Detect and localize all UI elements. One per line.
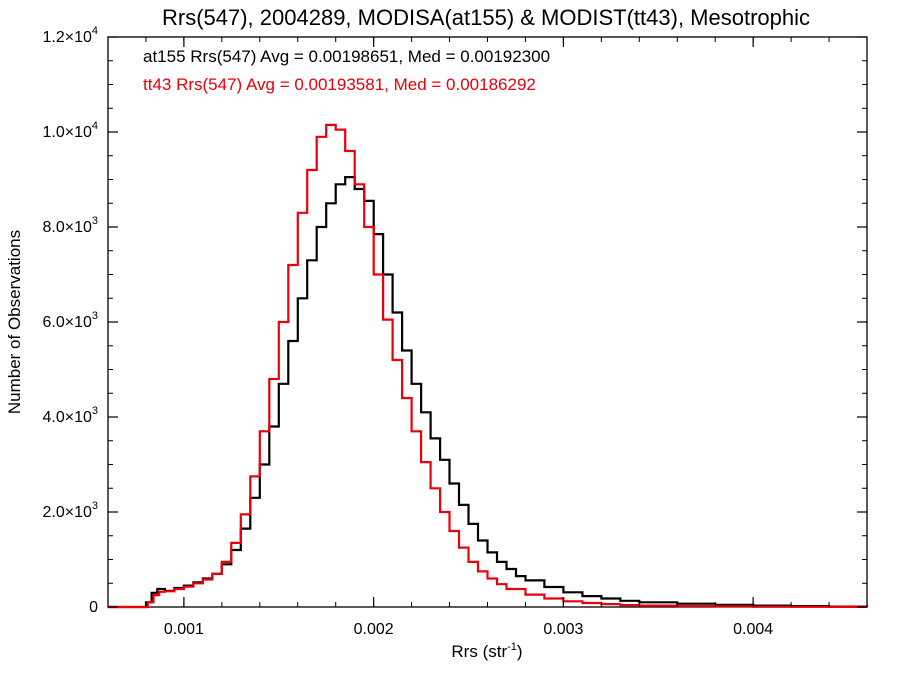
y-axis: 0 2.0×103 4.0×103 6.0×103 8.0×103 1.0×104 1.2×… <box>42 25 867 616</box>
x-axis: 0.001 0.002 0.003 0.004 <box>107 37 868 638</box>
y-tick-label: 4.0×103 <box>42 405 98 426</box>
annotation-1: tt43 Rrs(547) Avg = 0.00193581, Med = 0.… <box>143 75 536 94</box>
y-tick-label: 1.2×104 <box>42 25 98 46</box>
y-tick-label: 1.0×104 <box>42 120 98 141</box>
annotations: at155 Rrs(547) Avg = 0.00198651, Med = 0… <box>143 47 550 94</box>
chart-title: Rrs(547), 2004289, MODISA(at155) & MODIS… <box>162 5 810 30</box>
series-layer <box>108 123 869 609</box>
annotation-0: at155 Rrs(547) Avg = 0.00198651, Med = 0… <box>143 47 550 66</box>
y-axis-label: Number of Observations <box>5 230 24 414</box>
y-tick-label: 6.0×103 <box>42 310 98 331</box>
y-tick-label: 8.0×103 <box>42 215 98 236</box>
y-tick-label: 2.0×103 <box>42 500 98 521</box>
x-tick-label: 0.004 <box>733 621 773 638</box>
x-tick-label: 0.003 <box>543 621 583 638</box>
series-line-1 <box>108 123 869 609</box>
x-tick-label: 0.001 <box>164 621 204 638</box>
x-tick-label: 0.002 <box>354 621 394 638</box>
y-tick-label: 0 <box>89 599 98 616</box>
plot-frame <box>107 36 868 608</box>
series-line-0 <box>108 176 869 609</box>
x-axis-label: Rrs (str-1) <box>451 641 522 661</box>
